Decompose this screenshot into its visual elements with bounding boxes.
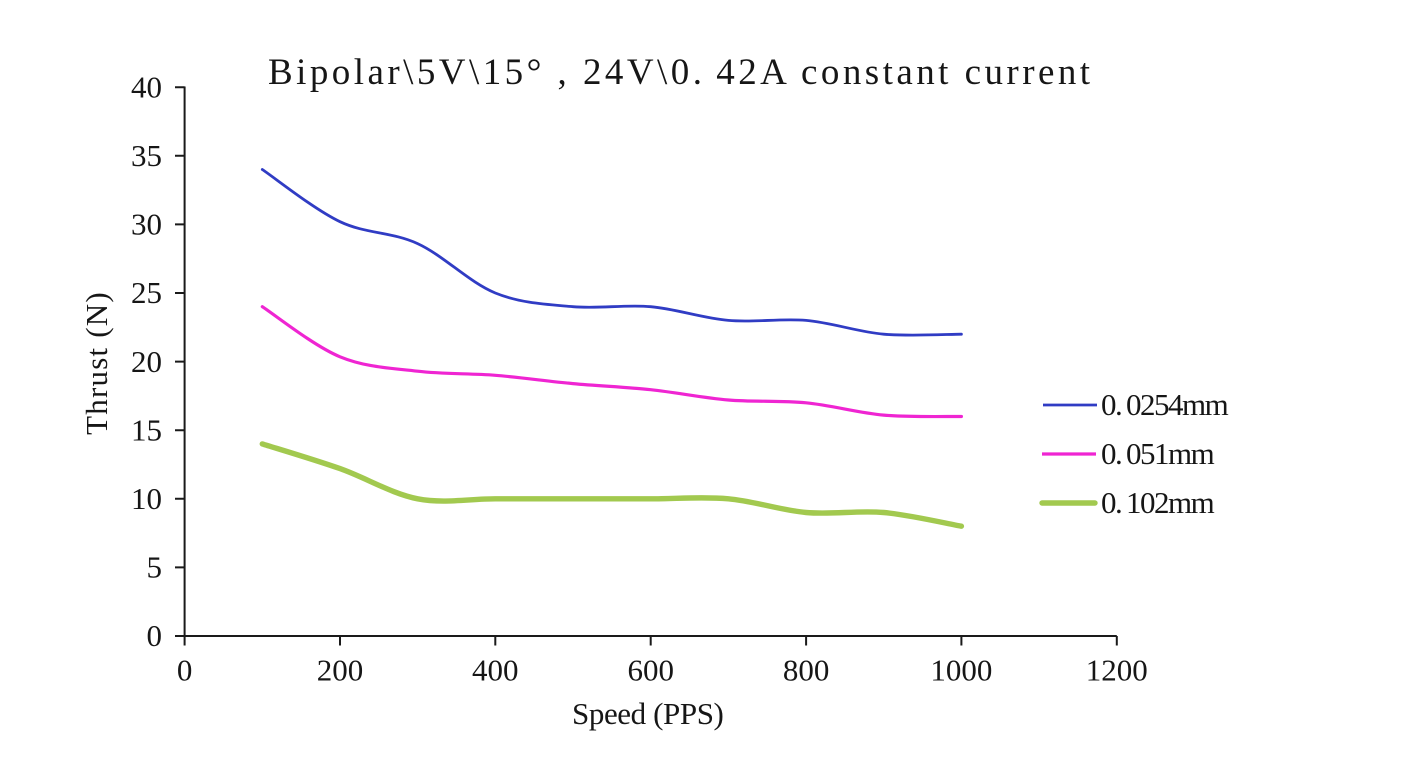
svg-text:800: 800 (783, 653, 830, 688)
svg-text:1200: 1200 (1086, 653, 1148, 688)
svg-text:0. 051mm: 0. 051mm (1101, 436, 1215, 471)
svg-text:5: 5 (147, 550, 163, 585)
svg-text:600: 600 (627, 653, 674, 688)
svg-text:Speed (PPS): Speed (PPS) (572, 696, 723, 731)
svg-text:Thrust (N): Thrust (N) (79, 291, 114, 435)
svg-text:30: 30 (131, 207, 162, 242)
svg-text:200: 200 (317, 653, 364, 688)
svg-text:35: 35 (131, 138, 162, 173)
svg-text:0. 102mm: 0. 102mm (1101, 485, 1215, 520)
svg-text:Bipolar\5V\15° , 24V\0. 42A co: Bipolar\5V\15° , 24V\0. 42A constant cur… (268, 52, 1094, 93)
svg-text:1000: 1000 (930, 653, 992, 688)
svg-text:0. 0254mm: 0. 0254mm (1101, 387, 1229, 422)
svg-text:15: 15 (131, 412, 162, 447)
svg-text:400: 400 (472, 653, 519, 688)
svg-text:0: 0 (147, 618, 163, 653)
svg-text:0: 0 (177, 653, 193, 688)
svg-text:20: 20 (131, 344, 162, 379)
svg-text:25: 25 (131, 275, 162, 310)
svg-text:40: 40 (131, 69, 162, 104)
svg-text:10: 10 (131, 481, 162, 516)
